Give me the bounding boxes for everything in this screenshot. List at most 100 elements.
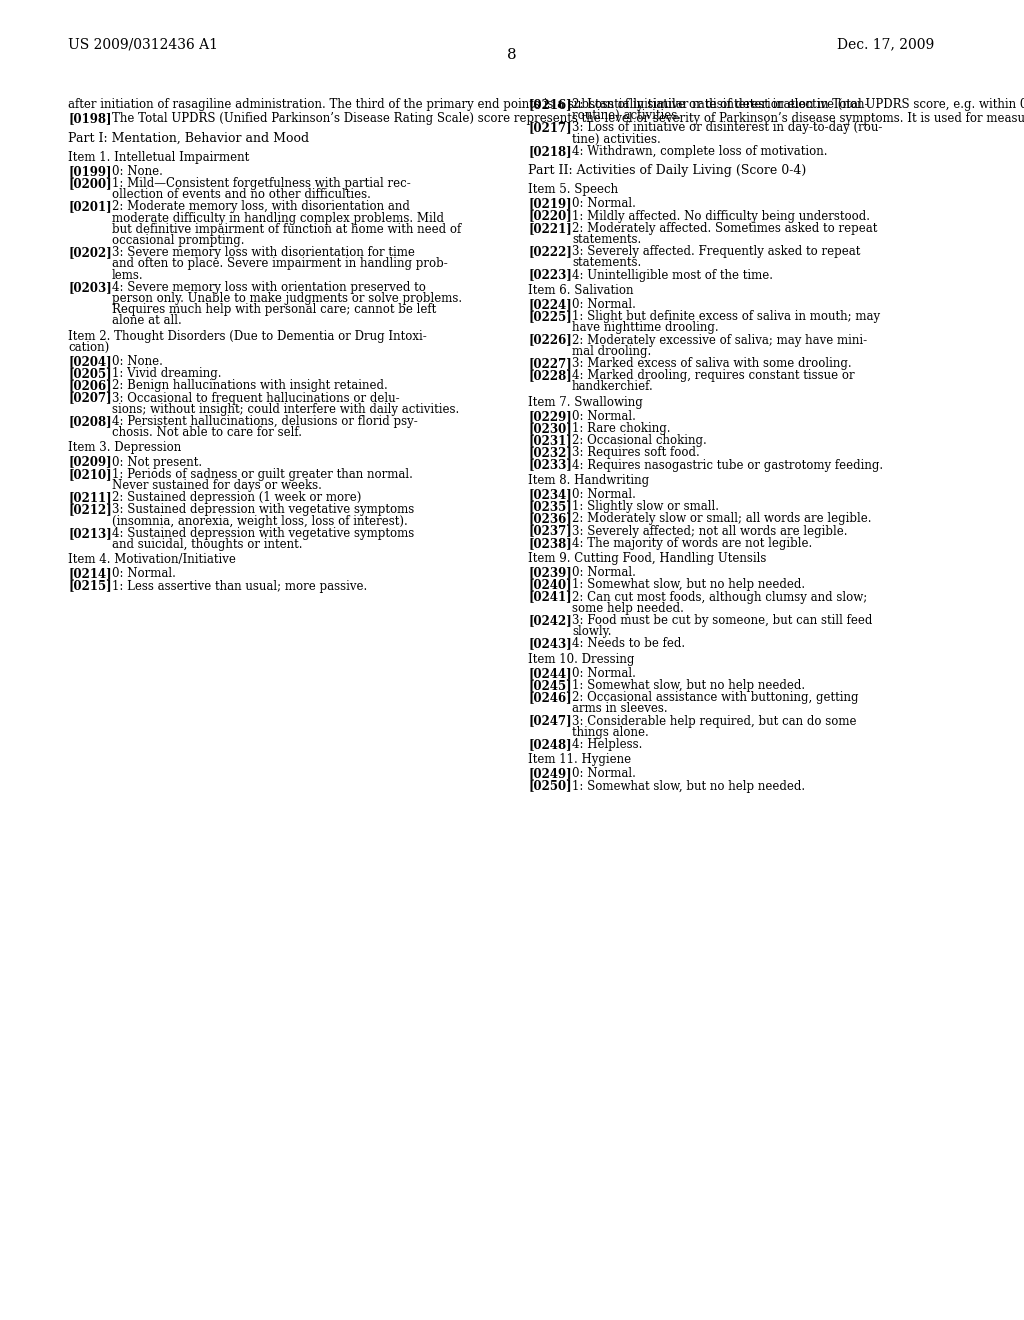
Text: US 2009/0312436 A1: US 2009/0312436 A1 xyxy=(68,37,218,51)
Text: [0203]: [0203] xyxy=(68,281,112,294)
Text: 2: Moderately excessive of saliva; may have mini-: 2: Moderately excessive of saliva; may h… xyxy=(572,334,867,347)
Text: 0: Normal.: 0: Normal. xyxy=(572,767,636,780)
Text: 3: Severely affected. Frequently asked to repeat: 3: Severely affected. Frequently asked t… xyxy=(572,246,860,259)
Text: 3: Considerable help required, but can do some: 3: Considerable help required, but can d… xyxy=(572,714,856,727)
Text: [0207]: [0207] xyxy=(68,392,112,405)
Text: Item 9. Cutting Food, Handling Utensils: Item 9. Cutting Food, Handling Utensils xyxy=(528,552,766,565)
Text: [0230]: [0230] xyxy=(528,422,571,436)
Text: statements.: statements. xyxy=(572,256,641,269)
Text: [0202]: [0202] xyxy=(68,247,112,259)
Text: Item 5. Speech: Item 5. Speech xyxy=(528,183,618,197)
Text: 1: Somewhat slow, but no help needed.: 1: Somewhat slow, but no help needed. xyxy=(572,578,805,591)
Text: [0228]: [0228] xyxy=(528,370,571,383)
Text: [0235]: [0235] xyxy=(528,500,571,513)
Text: 2: Can cut most foods, although clumsy and slow;: 2: Can cut most foods, although clumsy a… xyxy=(572,590,867,603)
Text: [0206]: [0206] xyxy=(68,379,112,392)
Text: 3: Requires soft food.: 3: Requires soft food. xyxy=(572,446,699,459)
Text: [0214]: [0214] xyxy=(68,568,112,581)
Text: some help needed.: some help needed. xyxy=(572,602,684,615)
Text: [0217]: [0217] xyxy=(528,121,571,135)
Text: cation): cation) xyxy=(68,341,110,354)
Text: occasional prompting.: occasional prompting. xyxy=(112,234,245,247)
Text: 3: Severe memory loss with disorientation for time: 3: Severe memory loss with disorientatio… xyxy=(112,247,415,259)
Text: 1: Vivid dreaming.: 1: Vivid dreaming. xyxy=(112,367,221,380)
Text: Item 7. Swallowing: Item 7. Swallowing xyxy=(528,396,643,409)
Text: [0223]: [0223] xyxy=(528,268,571,281)
Text: Item 3. Depression: Item 3. Depression xyxy=(68,441,181,454)
Text: 2: Moderate memory loss, with disorientation and: 2: Moderate memory loss, with disorienta… xyxy=(112,201,410,214)
Text: and suicidal, thoughts or intent.: and suicidal, thoughts or intent. xyxy=(112,539,302,550)
Text: Part I: Mentation, Behavior and Mood: Part I: Mentation, Behavior and Mood xyxy=(68,132,309,144)
Text: have nighttime drooling.: have nighttime drooling. xyxy=(572,321,719,334)
Text: arms in sleeves.: arms in sleeves. xyxy=(572,702,668,715)
Text: [0213]: [0213] xyxy=(68,527,112,540)
Text: [0250]: [0250] xyxy=(528,780,571,792)
Text: Item 6. Salivation: Item 6. Salivation xyxy=(528,284,634,297)
Text: statements.: statements. xyxy=(572,234,641,246)
Text: [0225]: [0225] xyxy=(528,310,571,323)
Text: [0232]: [0232] xyxy=(528,446,571,459)
Text: 2: Loss of initiative or disinterest in elective (non-: 2: Loss of initiative or disinterest in … xyxy=(572,98,868,111)
Text: [0218]: [0218] xyxy=(528,145,571,158)
Text: [0240]: [0240] xyxy=(528,578,571,591)
Text: 2: Moderately affected. Sometimes asked to repeat: 2: Moderately affected. Sometimes asked … xyxy=(572,222,878,235)
Text: 4: Sustained depression with vegetative symptoms: 4: Sustained depression with vegetative … xyxy=(112,527,415,540)
Text: 0: None.: 0: None. xyxy=(112,355,163,368)
Text: Item 1. Intelletual Impairment: Item 1. Intelletual Impairment xyxy=(68,150,249,164)
Text: [0204]: [0204] xyxy=(68,355,112,368)
Text: 2: Benign hallucinations with insight retained.: 2: Benign hallucinations with insight re… xyxy=(112,379,388,392)
Text: 2: Occasional assistance with buttoning, getting: 2: Occasional assistance with buttoning,… xyxy=(572,692,858,704)
Text: handkerchief.: handkerchief. xyxy=(572,380,653,393)
Text: 1: Mild—Consistent forgetfulness with partial rec-: 1: Mild—Consistent forgetfulness with pa… xyxy=(112,177,411,190)
Text: [0224]: [0224] xyxy=(528,298,571,312)
Text: [0233]: [0233] xyxy=(528,458,571,471)
Text: 0: Normal.: 0: Normal. xyxy=(572,198,636,210)
Text: and often to place. Severe impairment in handling prob-: and often to place. Severe impairment in… xyxy=(112,257,447,271)
Text: 0: None.: 0: None. xyxy=(112,165,163,178)
Text: 4: Needs to be fed.: 4: Needs to be fed. xyxy=(572,638,685,651)
Text: [0211]: [0211] xyxy=(68,491,112,504)
Text: lems.: lems. xyxy=(112,268,143,281)
Text: 3: Food must be cut by someone, but can still feed: 3: Food must be cut by someone, but can … xyxy=(572,614,872,627)
Text: The Total UPDRS (Unified Parkinson’s Disease Rating Scale) score represents the : The Total UPDRS (Unified Parkinson’s Dis… xyxy=(112,112,1024,125)
Text: [0205]: [0205] xyxy=(68,367,112,380)
Text: [0231]: [0231] xyxy=(528,434,571,447)
Text: 0: Normal.: 0: Normal. xyxy=(112,568,176,581)
Text: person only. Unable to make judgments or solve problems.: person only. Unable to make judgments or… xyxy=(112,292,462,305)
Text: 4: The majority of words are not legible.: 4: The majority of words are not legible… xyxy=(572,537,812,550)
Text: 4: Withdrawn, complete loss of motivation.: 4: Withdrawn, complete loss of motivatio… xyxy=(572,145,827,158)
Text: moderate difficulty in handling complex problems. Mild: moderate difficulty in handling complex … xyxy=(112,211,444,224)
Text: [0212]: [0212] xyxy=(68,503,112,516)
Text: [0199]: [0199] xyxy=(68,165,112,178)
Text: chosis. Not able to care for self.: chosis. Not able to care for self. xyxy=(112,426,302,440)
Text: things alone.: things alone. xyxy=(572,726,649,739)
Text: [0236]: [0236] xyxy=(528,512,571,525)
Text: (insomnia, anorexia, weight loss, loss of interest).: (insomnia, anorexia, weight loss, loss o… xyxy=(112,515,408,528)
Text: [0222]: [0222] xyxy=(528,246,571,259)
Text: [0247]: [0247] xyxy=(528,714,571,727)
Text: routine) activities.: routine) activities. xyxy=(572,110,681,123)
Text: 1: Rare choking.: 1: Rare choking. xyxy=(572,422,671,436)
Text: 0: Normal.: 0: Normal. xyxy=(572,298,636,312)
Text: Item 2. Thought Disorders (Due to Dementia or Drug Intoxi-: Item 2. Thought Disorders (Due to Dement… xyxy=(68,330,427,343)
Text: [0243]: [0243] xyxy=(528,638,571,651)
Text: slowly.: slowly. xyxy=(572,626,611,638)
Text: Item 10. Dressing: Item 10. Dressing xyxy=(528,652,635,665)
Text: 4: Severe memory loss with orientation preserved to: 4: Severe memory loss with orientation p… xyxy=(112,281,426,294)
Text: [0201]: [0201] xyxy=(68,201,112,214)
Text: sions; without insight; could interfere with daily activities.: sions; without insight; could interfere … xyxy=(112,403,459,416)
Text: [0238]: [0238] xyxy=(528,537,571,550)
Text: [0210]: [0210] xyxy=(68,467,112,480)
Text: [0227]: [0227] xyxy=(528,356,571,370)
Text: 0: Normal.: 0: Normal. xyxy=(572,566,636,579)
Text: 2: Occasional choking.: 2: Occasional choking. xyxy=(572,434,707,447)
Text: after initiation of rasagiline administration. The third of the primary end poin: after initiation of rasagiline administr… xyxy=(68,98,1024,111)
Text: 3: Sustained depression with vegetative symptoms: 3: Sustained depression with vegetative … xyxy=(112,503,415,516)
Text: [0234]: [0234] xyxy=(528,488,571,502)
Text: 3: Loss of initiative or disinterest in day-to-day (rou-: 3: Loss of initiative or disinterest in … xyxy=(572,121,883,135)
Text: 1: Slight but definite excess of saliva in mouth; may: 1: Slight but definite excess of saliva … xyxy=(572,310,880,323)
Text: Dec. 17, 2009: Dec. 17, 2009 xyxy=(837,37,934,51)
Text: ollection of events and no other difficulties.: ollection of events and no other difficu… xyxy=(112,189,371,201)
Text: but definitive impairment of function at home with need of: but definitive impairment of function at… xyxy=(112,223,461,236)
Text: [0245]: [0245] xyxy=(528,678,571,692)
